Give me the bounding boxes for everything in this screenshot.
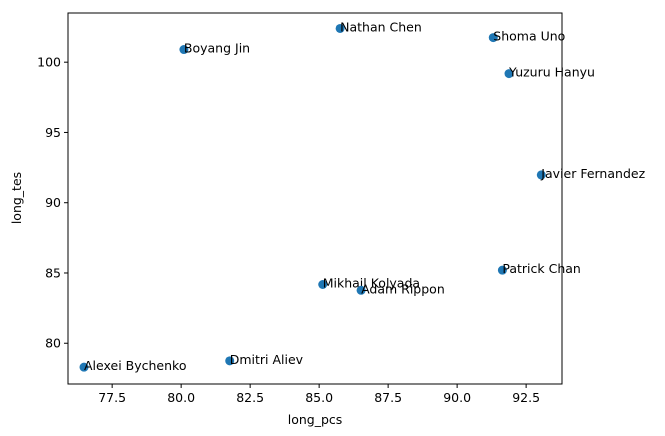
y-tick-label: 95 (45, 125, 61, 140)
x-tick-label: 77.5 (98, 390, 126, 405)
scatter-point (79, 362, 89, 372)
scatter-point (504, 69, 514, 79)
x-tick-label: 90.0 (443, 390, 471, 405)
point-label: Adam Rippon (361, 281, 445, 296)
y-axis-label: long_tes (9, 172, 24, 224)
scatter-point (318, 280, 328, 290)
y-tick-label: 80 (45, 336, 61, 351)
x-tick-label: 80.0 (167, 390, 195, 405)
x-tick-label: 85.0 (305, 390, 333, 405)
point-label: Mikhail Kolyada (323, 276, 420, 291)
point-label: Patrick Chan (502, 261, 580, 276)
point-label: Boyang Jin (184, 41, 250, 56)
point-label: Alexei Bychenko (84, 358, 186, 373)
scatter-point (497, 265, 507, 275)
scatter-point (335, 23, 345, 33)
x-tick-label: 92.5 (512, 390, 540, 405)
y-tick-label: 90 (45, 195, 61, 210)
x-axis-ticks: 77.5 80.0 82.5 85.0 87.5 90.0 92.5 (98, 384, 540, 405)
y-tick-label: 100 (37, 55, 61, 70)
point-label: Nathan Chen (340, 19, 422, 34)
scatter-point (179, 45, 189, 55)
point-label: Yuzuru Hanyu (508, 65, 595, 80)
scatter-point (225, 356, 235, 366)
scatter-point (356, 285, 366, 295)
point-label: Shoma Uno (493, 29, 565, 44)
y-tick-label: 85 (45, 265, 61, 280)
x-tick-label: 87.5 (374, 390, 402, 405)
data-points: Nathan Chen Shoma Uno Boyang Jin Yuzuru Han… (79, 19, 646, 373)
scatter-point (488, 33, 498, 43)
plot-frame (67, 12, 563, 385)
y-axis-ticks: 80 85 90 95 100 (37, 55, 68, 351)
point-label: Dmitri Aliev (230, 352, 304, 367)
scatter-point (536, 170, 546, 180)
x-axis-label: long_pcs (288, 412, 343, 427)
point-label: Javier Fernandez (540, 166, 645, 181)
x-tick-label: 82.5 (236, 390, 264, 405)
